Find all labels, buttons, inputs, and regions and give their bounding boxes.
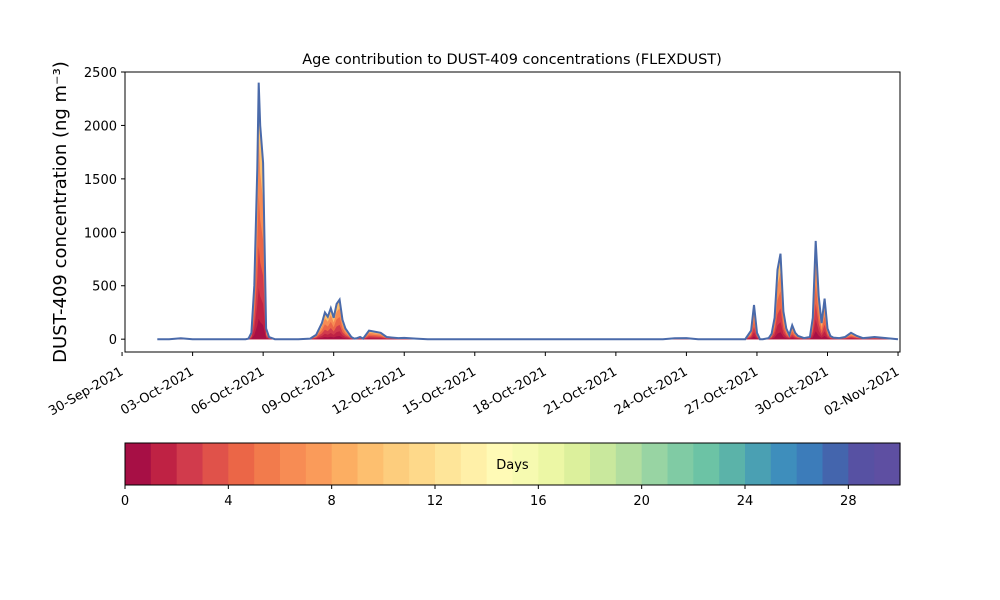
x-tick-label: 30-Oct-2021	[753, 364, 831, 418]
colorbar-segment	[254, 443, 281, 485]
plot-frame	[124, 71, 901, 353]
y-tick-label: 2500	[84, 66, 117, 81]
colorbar-segment	[228, 443, 255, 485]
colorbar-segment	[486, 443, 514, 485]
colorbar-segment	[770, 443, 798, 485]
age-area-layer-2	[157, 195, 899, 340]
colorbar-segment	[331, 443, 359, 485]
colorbar-segment	[590, 443, 617, 485]
x-tick-label: 03-Oct-2021	[118, 364, 196, 418]
colorbar-segment	[409, 443, 436, 485]
text-layer: Age contribution to DUST-409 concentrati…	[50, 52, 722, 363]
colorbar-tick-label: 16	[530, 494, 547, 509]
y-axis-label: DUST-409 concentration (ng m⁻³)	[50, 61, 71, 363]
colorbar: Days 0 4 8 12 16 20 24 28	[121, 442, 901, 509]
colorbar-frame	[124, 442, 901, 486]
colorbar-segment	[848, 443, 875, 485]
y-tick-label: 500	[92, 280, 117, 295]
colorbar-segment	[512, 443, 539, 485]
colorbar-segment	[305, 443, 333, 485]
colorbar-segment	[667, 443, 694, 485]
x-tick-label: 21-Oct-2021	[541, 364, 619, 418]
x-tick-label: 27-Oct-2021	[683, 364, 761, 418]
age-area-layer-1	[157, 139, 899, 340]
stacked-area-layer	[157, 82, 899, 341]
colorbar-tick-label: 4	[224, 494, 232, 509]
age-area-layer-4	[157, 287, 899, 340]
colorbar-label: Days	[496, 458, 529, 473]
colorbar-segment	[357, 443, 384, 485]
colorbar-segment	[745, 443, 772, 485]
total-concentration-line	[157, 82, 899, 341]
colorbar-tick-label: 0	[121, 494, 129, 509]
y-tick-label: 0	[109, 333, 117, 348]
colorbar-segment	[176, 443, 204, 485]
x-tick-label: 06-Oct-2021	[189, 364, 267, 418]
colorbar-segment	[796, 443, 824, 485]
x-tick-label: 12-Oct-2021	[330, 364, 408, 418]
colorbar-segment	[202, 443, 229, 485]
colorbar-segment	[538, 443, 565, 485]
colorbar-segment	[383, 443, 410, 485]
colorbar-tick-label: 28	[840, 494, 857, 509]
colorbar-segment	[150, 443, 178, 485]
colorbar-segment	[280, 443, 307, 485]
age-area-layer-5	[157, 318, 899, 340]
colorbar-segment	[719, 443, 746, 485]
colorbar-segment	[615, 443, 643, 485]
age-area-layer-3	[157, 246, 899, 340]
colorbar-segment	[435, 443, 462, 485]
colorbar-tick-label: 20	[633, 494, 650, 509]
colorbar-segment	[822, 443, 849, 485]
x-tick-label: 09-Oct-2021	[259, 364, 337, 418]
colorbar-segment	[641, 443, 669, 485]
chart-title: Age contribution to DUST-409 concentrati…	[302, 52, 722, 68]
x-tick-label: 18-Oct-2021	[471, 364, 549, 418]
x-tick-label: 24-Oct-2021	[612, 364, 690, 418]
colorbar-tick-label: 8	[328, 494, 336, 509]
colorbar-tick-label: 24	[737, 494, 754, 509]
x-tick-label: 02-Nov-2021	[822, 364, 902, 419]
y-tick-label: 1500	[84, 173, 117, 188]
colorbar-segment	[564, 443, 591, 485]
colorbar-segment	[460, 443, 488, 485]
axes-layer: 0 500 1000 1500 2000 2500 30-Sep-202103-Oct-20…	[46, 66, 902, 419]
age-area-layer-0	[157, 82, 899, 340]
colorbar-tick-label: 12	[427, 494, 444, 509]
x-tick-label: 30-Sep-2021	[46, 364, 126, 419]
colorbar-segment	[693, 443, 720, 485]
colorbar-segment	[125, 443, 152, 485]
y-tick-label: 2000	[84, 119, 117, 134]
x-tick-label: 15-Oct-2021	[400, 364, 478, 418]
y-tick-label: 1000	[84, 226, 117, 241]
colorbar-segment	[874, 443, 901, 485]
